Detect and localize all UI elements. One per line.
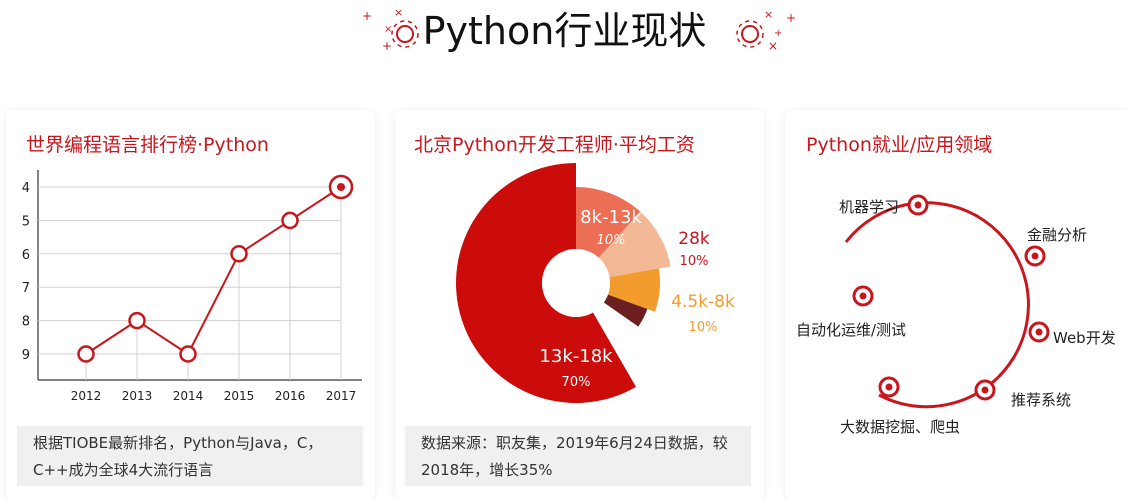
svg-text:×: × (394, 6, 403, 19)
domain-label: 大数据挖掘、爬虫 (840, 418, 960, 436)
svg-text:+: + (382, 39, 392, 53)
salary-slice-label: 4.5k-8k (671, 292, 735, 312)
y-tick-label: 5 (22, 214, 30, 229)
y-tick-label: 9 (22, 348, 30, 363)
domain-node-dot (1031, 252, 1039, 260)
ranking-point (281, 211, 299, 230)
domain-label: Web开发 (1053, 329, 1116, 347)
ranking-series-line (85, 186, 342, 356)
domain-label: 机器学习 (839, 198, 899, 216)
salary-slice (598, 211, 671, 278)
ranking-line-chart: 4 5 6 7 8 9 2012 2013 2014 2015 2016 2017 (22, 170, 362, 403)
salary-donut-chart: 13k-18k 70% 8k-13k 10% 28k 10% 4.5k-8k 10% (456, 163, 735, 403)
salary-slice (607, 268, 660, 312)
x-tick-label: 2014 (173, 389, 204, 403)
salary-slice-label: 8k-13k (580, 207, 642, 228)
salary-note: 数据来源：职友集，2019年6月24日数据，较2018年，增长35% (405, 426, 751, 486)
domain-label: 金融分析 (1027, 226, 1087, 244)
y-tick-label: 4 (22, 181, 30, 196)
ranking-point (179, 345, 197, 363)
ranking-point (128, 311, 146, 330)
svg-text:+: + (362, 9, 372, 23)
domains-card (785, 110, 1129, 500)
salary-card-title: 北京Python开发工程师·平均工资 (414, 134, 695, 156)
x-tick-label: 2012 (71, 389, 102, 403)
domain-node-dot (885, 383, 893, 391)
salary-slice-label: 28k (678, 229, 710, 249)
ranking-point (77, 345, 95, 363)
domain-node-dot (981, 386, 989, 394)
domain-label: 推荐系统 (1011, 391, 1071, 409)
ranking-point (230, 245, 248, 263)
x-tick-label: 2017 (326, 389, 357, 403)
domains-card-title: Python就业/应用领域 (806, 134, 993, 156)
salary-slice-percent: 70% (562, 375, 591, 390)
page-header: + + × × Python行业现状 + × × + (0, 0, 1129, 70)
domains-arc (844, 201, 1030, 409)
domain-label: 自动化运维/测试 (796, 321, 906, 339)
y-tick-label: 8 (22, 315, 30, 330)
x-tick-label: 2013 (122, 389, 153, 403)
svg-text:×: × (384, 24, 392, 35)
salary-slice (603, 294, 648, 327)
sparkle-decoration-left-icon: + + × × (362, 6, 419, 53)
domain-node-dot (859, 292, 867, 300)
ranking-note: 根据TIOBE最新排名，Python与Java，C，C++成为全球4大流行语言 (17, 426, 363, 486)
donut-hole (542, 249, 610, 317)
x-tick-label: 2016 (275, 389, 306, 403)
domain-node-dot (914, 201, 922, 209)
salary-slice-label: 13k-18k (539, 346, 613, 367)
svg-text:×: × (768, 39, 778, 53)
salary-slice-percent: 10% (689, 320, 718, 335)
x-tick-label: 2015 (224, 389, 255, 403)
page-title: Python行业现状 (422, 9, 707, 53)
ranking-point (337, 183, 345, 191)
svg-text:+: + (786, 11, 796, 25)
sparkle-decoration-right-icon: + × × + (736, 8, 796, 53)
salary-slice (576, 187, 641, 258)
svg-text:×: × (764, 8, 773, 21)
salary-slice-percent: 10% (597, 233, 626, 248)
salary-slice-percent: 10% (680, 254, 709, 269)
svg-text:+: + (774, 28, 782, 39)
y-tick-label: 7 (22, 281, 30, 296)
salary-slice (456, 163, 636, 403)
domain-node-dot (1035, 328, 1043, 336)
y-tick-label: 6 (22, 248, 30, 263)
ranking-card-title: 世界编程语言排行榜·Python (26, 134, 269, 156)
